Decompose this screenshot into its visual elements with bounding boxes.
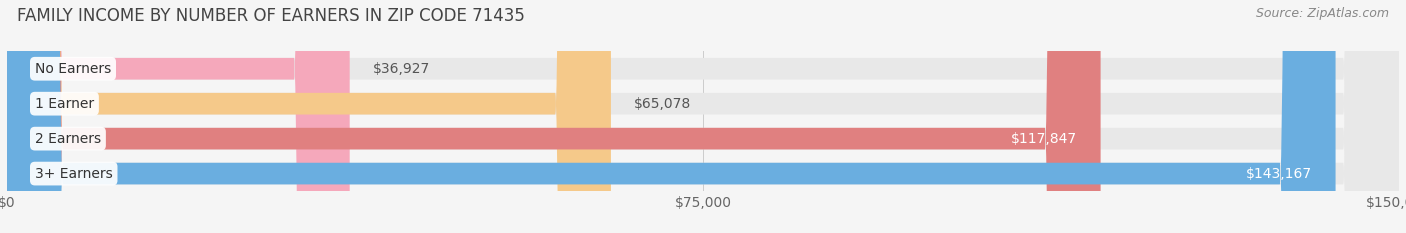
FancyBboxPatch shape	[7, 0, 1399, 233]
Text: 1 Earner: 1 Earner	[35, 97, 94, 111]
FancyBboxPatch shape	[7, 0, 1399, 233]
Text: $36,927: $36,927	[373, 62, 430, 76]
Text: $143,167: $143,167	[1246, 167, 1312, 181]
FancyBboxPatch shape	[7, 0, 1399, 233]
FancyBboxPatch shape	[7, 0, 1399, 233]
Text: 3+ Earners: 3+ Earners	[35, 167, 112, 181]
Text: $65,078: $65,078	[634, 97, 692, 111]
FancyBboxPatch shape	[7, 0, 350, 233]
Text: $117,847: $117,847	[1011, 132, 1077, 146]
Text: FAMILY INCOME BY NUMBER OF EARNERS IN ZIP CODE 71435: FAMILY INCOME BY NUMBER OF EARNERS IN ZI…	[17, 7, 524, 25]
Text: 2 Earners: 2 Earners	[35, 132, 101, 146]
Text: No Earners: No Earners	[35, 62, 111, 76]
FancyBboxPatch shape	[7, 0, 612, 233]
FancyBboxPatch shape	[7, 0, 1101, 233]
FancyBboxPatch shape	[7, 0, 1336, 233]
Text: Source: ZipAtlas.com: Source: ZipAtlas.com	[1256, 7, 1389, 20]
